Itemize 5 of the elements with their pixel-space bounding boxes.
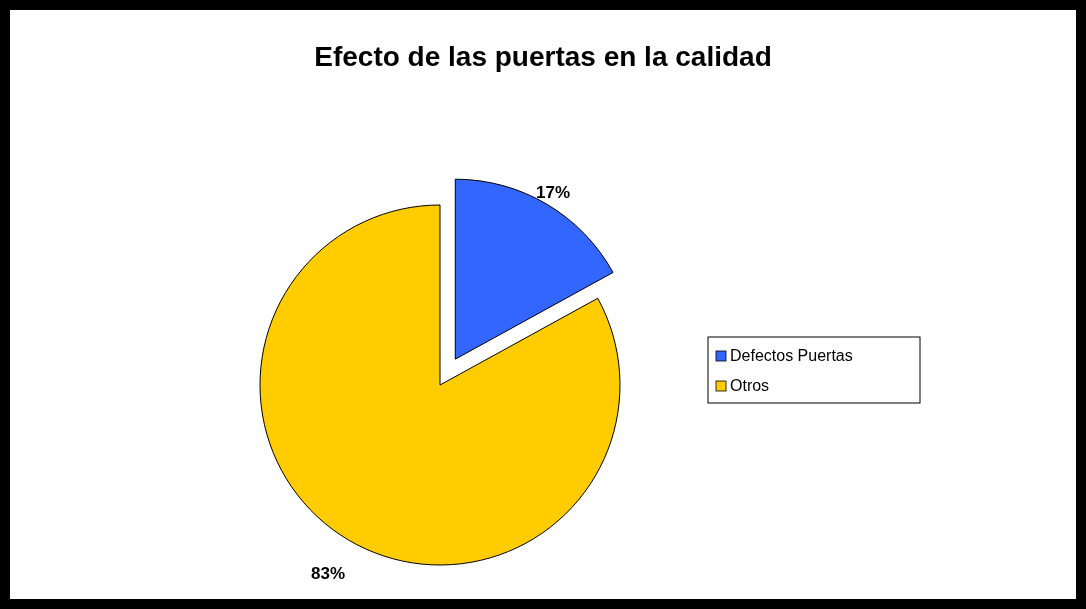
legend-label: Otros <box>730 377 770 394</box>
data-label: 17% <box>535 183 571 203</box>
legend-label: Defectos Puertas <box>730 347 853 364</box>
data-label: 83% <box>311 563 346 583</box>
chart-title: Efecto de las puertas en la calidad <box>314 41 772 72</box>
